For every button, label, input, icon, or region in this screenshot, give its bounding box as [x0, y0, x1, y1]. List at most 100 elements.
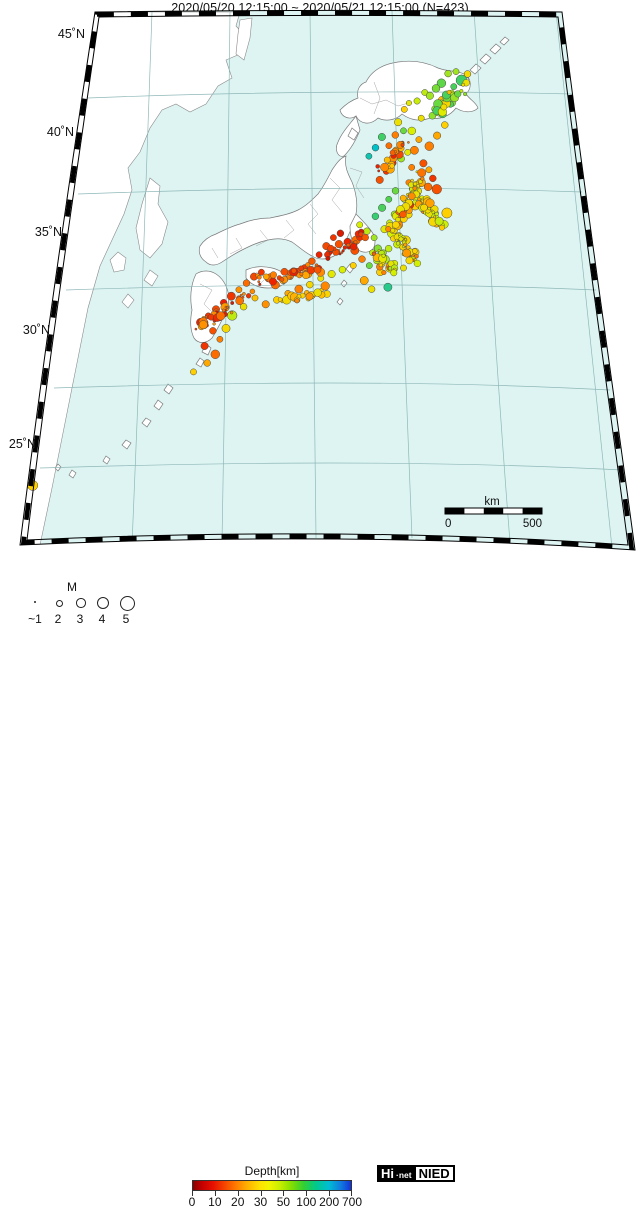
epicenter-marker — [425, 166, 433, 174]
epicenter-marker — [327, 270, 336, 278]
epicenter-marker — [256, 274, 262, 280]
depth-tick-label: 700 — [341, 1195, 363, 1209]
magnitude-label: ~1 — [28, 612, 42, 626]
depth-colorbar-gradient — [192, 1180, 352, 1191]
epicenter-marker — [225, 306, 229, 310]
epicenter-marker — [383, 282, 393, 292]
epicenter-marker — [397, 233, 401, 237]
epicenter-marker — [306, 266, 316, 275]
epicenter-marker — [358, 231, 364, 237]
epicenter-marker — [216, 335, 224, 343]
epicenter-marker — [454, 90, 462, 98]
epicenter-marker — [298, 265, 304, 272]
svg-text:45˚N: 45˚N — [58, 27, 85, 41]
sakhalin-layer — [235, 17, 253, 61]
epicenter-marker — [416, 184, 420, 188]
lat-tick-labels: 45˚N 40˚N 35˚N 30˚N 25˚N — [9, 27, 85, 451]
epicenter-marker — [391, 131, 399, 139]
magnitude-label: 3 — [76, 612, 84, 626]
magnitude-legend-title: M — [67, 580, 77, 594]
depth-legend-title: Depth[km] — [244, 1164, 300, 1178]
epicenter-marker — [388, 266, 393, 271]
epicenter-marker — [313, 288, 322, 297]
epicenter-marker — [350, 243, 358, 251]
epicenter-marker — [392, 221, 400, 229]
magnitude-symbol-5 — [119, 595, 135, 611]
epicenter-marker — [441, 207, 453, 219]
epicenter-marker — [325, 256, 331, 261]
epicenter-marker — [463, 70, 472, 78]
epicenter-marker — [269, 277, 277, 286]
epicenter-marker — [398, 236, 404, 242]
epicenter-marker — [330, 234, 337, 241]
epicenter-marker — [327, 244, 335, 252]
epicenter-marker — [395, 241, 401, 246]
epicenter-marker — [380, 162, 390, 172]
epicenter-marker — [408, 192, 416, 200]
epicenter-marker — [424, 141, 434, 151]
epicenter-marker — [434, 211, 439, 217]
epicenter-marker — [425, 198, 435, 208]
epicenter-marker — [245, 293, 252, 299]
epicenter-marker — [417, 168, 427, 178]
epicenter-marker — [381, 269, 387, 276]
epicenter-marker — [444, 69, 452, 78]
epicenter-marker — [338, 266, 347, 274]
epicenter-marker — [212, 322, 216, 326]
epicenter-marker — [395, 238, 399, 242]
epicenter-marker — [216, 311, 226, 321]
epicenter-marker — [370, 234, 378, 242]
epicenter-marker — [242, 279, 251, 287]
epicenter-marker — [431, 84, 441, 93]
svg-text:35˚N: 35˚N — [35, 225, 62, 239]
epicenter-marker — [431, 210, 436, 215]
epicenter-marker — [313, 266, 322, 274]
epicenter-marker — [389, 163, 395, 169]
epicenter-marker — [407, 126, 416, 136]
epicenter-marker — [463, 92, 468, 97]
epicenter-marker — [441, 121, 449, 129]
epicenter-marker — [269, 271, 277, 279]
epicenter-marker — [405, 256, 414, 265]
svg-text:500: 500 — [523, 518, 542, 530]
epicenter-marker — [377, 169, 381, 173]
epicenter-marker — [410, 178, 414, 183]
epicenter-marker — [289, 276, 293, 280]
epicenter-marker — [194, 327, 198, 331]
epicenter-marker — [391, 187, 400, 195]
epicenter-marker — [306, 281, 314, 289]
epicenter-marker — [279, 277, 285, 282]
magnitude-label: 2 — [54, 612, 62, 626]
epicenter-marker — [461, 82, 466, 87]
epicenter-marker — [341, 249, 345, 253]
epicenter-marker — [404, 238, 407, 241]
epicenter-marker — [412, 248, 418, 254]
epicenter-marker — [315, 251, 323, 259]
epicenter-marker — [431, 184, 442, 195]
depth-colorbar-labels: 0 10 20 30 50 100 200 700 — [172, 1195, 372, 1209]
magnitude-label: 4 — [98, 612, 106, 626]
epicenter-marker — [434, 216, 444, 226]
epicenter-marker — [385, 142, 393, 150]
epicenter-marker — [436, 78, 447, 88]
epicenter-marker — [299, 272, 304, 277]
epicenter-marker — [452, 68, 460, 75]
epicenter-marker — [414, 254, 419, 259]
epicenter-marker — [210, 349, 220, 359]
epicenter-marker — [375, 164, 380, 169]
epicenter-marker — [277, 297, 283, 302]
epicenter-marker — [280, 267, 289, 276]
epicenter-marker — [412, 181, 418, 187]
epicenter-marker — [375, 175, 384, 184]
svg-text:0: 0 — [445, 518, 451, 530]
svg-text:25˚N: 25˚N — [9, 437, 36, 451]
epicenter-marker — [385, 195, 393, 203]
epicenter-marker — [190, 368, 197, 376]
logo-nied-text: NIED — [414, 1166, 454, 1181]
epicenter-marker — [263, 273, 270, 280]
epicenter-marker — [346, 243, 351, 248]
epicenter-marker — [367, 285, 376, 293]
epicenter-marker — [423, 182, 433, 192]
epicenter-marker — [385, 226, 392, 233]
epicenter-marker — [400, 106, 408, 113]
